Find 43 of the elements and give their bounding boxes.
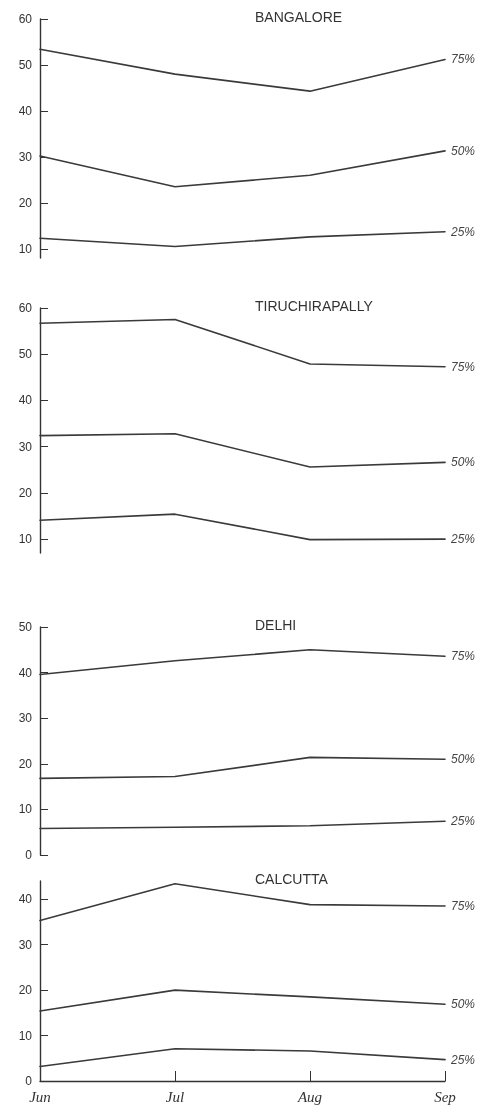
series-label: 25% [450, 224, 476, 239]
y-tick-label: 30 [18, 439, 33, 454]
series-label: 50% [451, 997, 476, 1012]
y-tick-label: 20 [18, 485, 33, 500]
y-tick-label: 60 [18, 301, 33, 315]
series-label: 75% [451, 52, 476, 67]
y-tick-label: 40 [18, 103, 33, 118]
series-label: 75% [451, 359, 476, 374]
y-tick-label: 50 [18, 620, 33, 634]
y-tick-label: 50 [18, 347, 33, 362]
x-tick-label: Jul [165, 1088, 185, 1105]
y-tick-label: 20 [18, 756, 33, 771]
chart-title: TIRUCHIRAPALLY [255, 298, 374, 314]
y-tick-label: 50 [18, 57, 33, 72]
y-tick-label: 30 [18, 149, 33, 164]
chart-title: DELHI [255, 617, 297, 633]
y-tick-label: 10 [18, 802, 33, 817]
y-tick-label: 0 [25, 1074, 33, 1088]
series-label: 25% [450, 1052, 476, 1067]
y-tick-label: 20 [18, 195, 33, 210]
y-tick-label: 40 [18, 665, 33, 680]
chart-title: BANGALORE [255, 9, 343, 25]
x-tick-label: Jun [29, 1088, 51, 1105]
series-label: 25% [450, 814, 476, 829]
y-tick-label: 10 [18, 241, 33, 256]
y-tick-label: 10 [18, 532, 33, 547]
y-tick-label: 60 [18, 12, 33, 26]
y-tick-label: 40 [18, 892, 33, 907]
series-label: 75% [451, 899, 476, 913]
y-tick-label: 30 [18, 711, 33, 726]
x-tick-label: Sep [434, 1088, 457, 1105]
series-label: 50% [451, 752, 476, 767]
y-tick-label: 10 [18, 1028, 33, 1043]
y-tick-label: 40 [18, 393, 33, 408]
series-label: 25% [450, 532, 476, 547]
series-label: 75% [451, 649, 476, 664]
x-tick-label: Aug [296, 1088, 323, 1105]
chart-title: CALCUTTA [255, 871, 329, 887]
y-tick-label: 0 [25, 848, 33, 862]
series-label: 50% [451, 143, 476, 158]
series-label: 50% [451, 455, 476, 470]
y-tick-label: 30 [18, 937, 33, 952]
y-tick-label: 20 [18, 983, 33, 998]
